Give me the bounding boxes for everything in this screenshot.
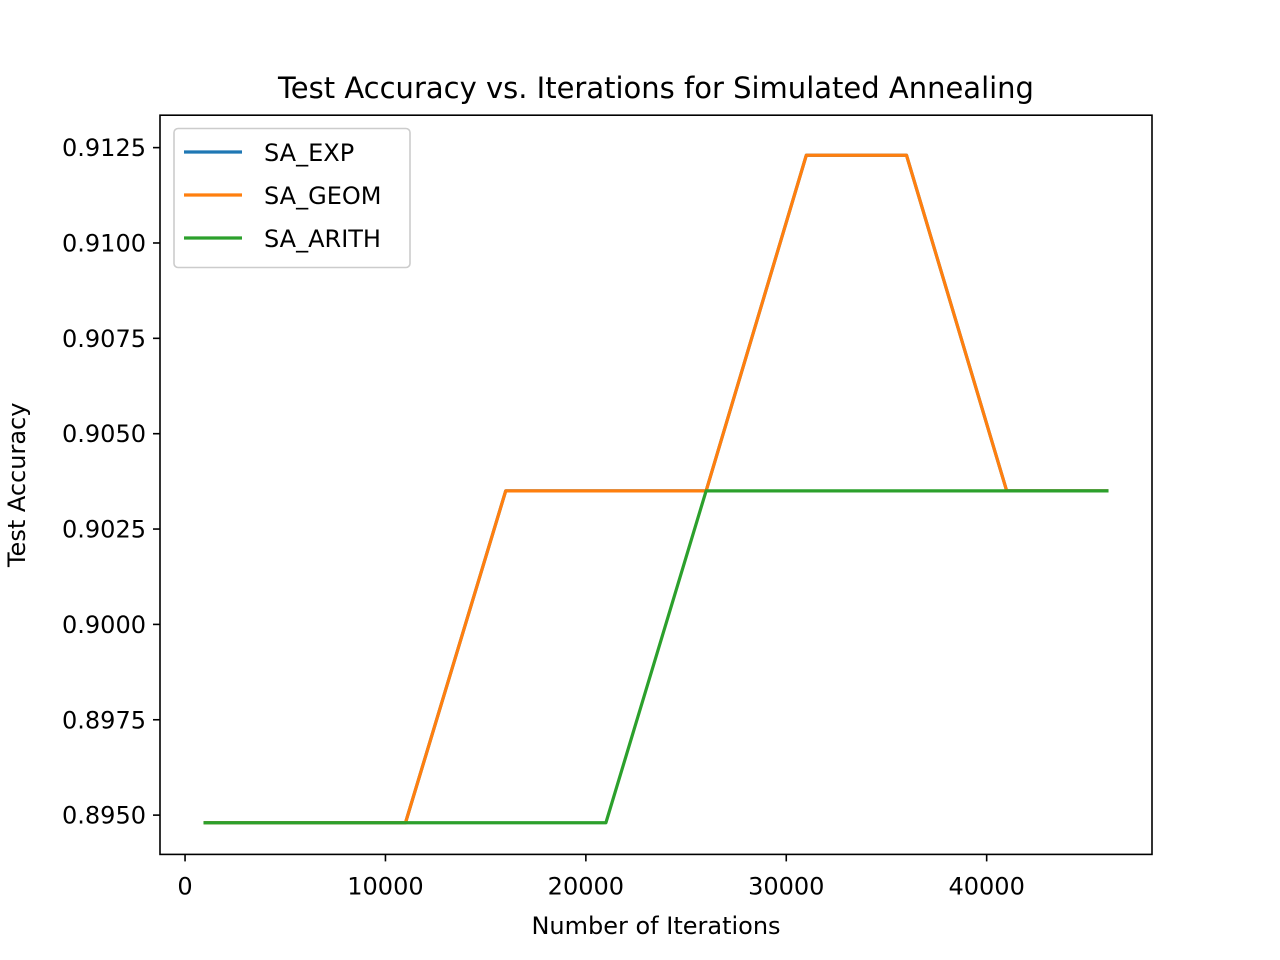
- legend-label: SA_GEOM: [264, 182, 381, 210]
- y-tick-label: 0.8950: [62, 802, 146, 830]
- x-tick-label: 10000: [347, 872, 423, 900]
- y-axis-label: Test Accuracy: [3, 403, 31, 568]
- series-line-sa-arith: [203, 489, 1109, 825]
- y-tick-label: 0.9100: [62, 229, 146, 257]
- legend: SA_EXP SA_GEOM SA_ARITH: [173, 127, 411, 269]
- series-layer: [203, 153, 1109, 825]
- x-tick-label: 40000: [948, 872, 1024, 900]
- y-tick-label: 0.9075: [62, 325, 146, 353]
- y-tick-label: 0.9125: [62, 134, 146, 162]
- x-axis-label: Number of Iterations: [531, 912, 780, 940]
- x-axis: 0 10000 20000 30000 40000: [177, 854, 1025, 900]
- chart-title: Test Accuracy vs. Iterations for Simulat…: [277, 71, 1034, 105]
- y-axis: 0.8950 0.8975 0.9000 0.9025 0.9050 0.9075 0.91…: [62, 134, 160, 830]
- x-tick-label: 20000: [548, 872, 624, 900]
- y-tick-label: 0.9000: [62, 611, 146, 639]
- plot-frame: [159, 114, 1153, 856]
- legend-box: [173, 127, 411, 269]
- y-tick-label: 0.8975: [62, 706, 146, 734]
- y-tick-label: 0.9050: [62, 420, 146, 448]
- legend-label: SA_EXP: [264, 139, 354, 167]
- x-tick-label: 30000: [748, 872, 824, 900]
- legend-label: SA_ARITH: [264, 225, 381, 253]
- x-tick-label: 0: [177, 872, 192, 900]
- y-tick-label: 0.9025: [62, 516, 146, 544]
